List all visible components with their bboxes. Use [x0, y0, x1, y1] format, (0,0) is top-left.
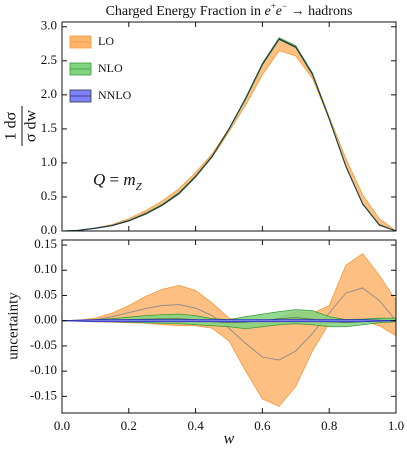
uncertainty-band — [62, 319, 396, 322]
y-tick-label: 0.0 — [41, 222, 57, 237]
y-tick-label: -0.05 — [30, 337, 57, 352]
annotation-part: m — [123, 170, 135, 189]
uncertainty-band — [62, 253, 396, 407]
y-tick-label: 2.0 — [41, 86, 57, 101]
y-tick-label: 2.5 — [41, 52, 57, 67]
legend-label: NNLO — [98, 88, 132, 102]
title-part: e — [264, 4, 270, 19]
annotation-part: = — [105, 170, 123, 189]
plot-frame — [61, 21, 397, 232]
title-part: → hadrons — [287, 4, 352, 19]
legend-label: NLO — [98, 61, 123, 75]
y-tick-label: 3.0 — [41, 18, 57, 33]
legend-label: LO — [98, 34, 114, 48]
plot-frame — [61, 239, 397, 414]
y-axis-label: 1 dσ σ dw — [3, 106, 40, 146]
y-tick-label: 0.05 — [34, 286, 57, 301]
central-line — [62, 287, 397, 361]
title-part: − — [282, 1, 287, 11]
title-part: + — [271, 1, 276, 11]
x-tick-label: 0.6 — [254, 418, 271, 433]
x-tick-label: 0.8 — [321, 418, 337, 433]
band-edge — [61, 319, 397, 322]
x-axis-label: w — [224, 431, 235, 448]
y-tick-label: 0.10 — [34, 261, 57, 276]
chart-title: Charged Energy Fraction in e+e− → hadron… — [106, 1, 353, 19]
band-edge — [61, 50, 397, 232]
plot-area — [61, 37, 397, 232]
band-edge — [61, 38, 397, 232]
x-tick-label: 1.0 — [388, 418, 404, 433]
y-tick-label: -0.15 — [30, 387, 57, 402]
y-tick-label: 0.15 — [34, 236, 57, 251]
x-tick-label: 0.2 — [121, 418, 137, 433]
x-tick-label: 0.4 — [187, 418, 204, 433]
y-tick-label: 1.5 — [41, 120, 57, 135]
band-edge — [61, 320, 397, 323]
y-axis-label: uncertainty — [5, 292, 21, 360]
plot-area — [61, 253, 397, 407]
title-part: e — [276, 4, 282, 19]
annotation-part: Q — [93, 170, 105, 189]
x-tick-label: 0.0 — [54, 418, 70, 433]
uncertainty-band — [62, 309, 396, 329]
band-edge — [61, 253, 397, 324]
y-tick-label: 1.0 — [41, 154, 57, 169]
annotation-part: Z — [136, 181, 143, 193]
y-tick-label: -0.10 — [30, 362, 57, 377]
y-label-numerator: 1 dσ — [3, 111, 20, 140]
title-part: Charged Energy Fraction in — [106, 4, 265, 19]
annotation: Q = mZ — [93, 170, 143, 193]
y-tick-label: 0.00 — [34, 312, 57, 327]
y-label-denominator: σ dw — [23, 109, 40, 142]
y-tick-label: 0.5 — [41, 188, 57, 203]
